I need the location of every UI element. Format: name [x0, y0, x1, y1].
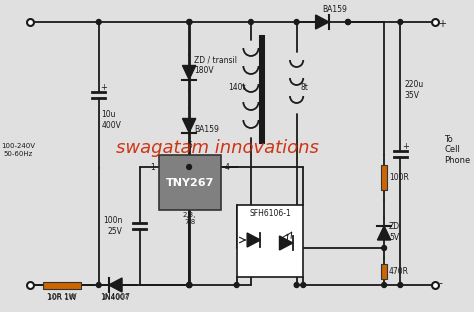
Polygon shape	[109, 278, 122, 292]
Circle shape	[234, 282, 239, 287]
Circle shape	[187, 19, 191, 25]
Circle shape	[294, 19, 299, 25]
Text: +: +	[100, 84, 108, 92]
Text: 470R: 470R	[389, 267, 409, 276]
Text: 220u
35V: 220u 35V	[404, 80, 423, 100]
Text: 100n
25V: 100n 25V	[103, 216, 122, 236]
Polygon shape	[247, 233, 260, 247]
Circle shape	[187, 282, 191, 287]
Text: swagatam innovations: swagatam innovations	[116, 139, 319, 157]
Circle shape	[301, 282, 306, 287]
Text: 1: 1	[150, 163, 155, 172]
Bar	[237, 205, 303, 277]
Circle shape	[248, 19, 253, 25]
Polygon shape	[182, 119, 196, 133]
Circle shape	[96, 19, 101, 25]
Text: ZD / transil
180V: ZD / transil 180V	[194, 55, 237, 75]
Bar	[43, 281, 81, 289]
Text: 1N4007: 1N4007	[100, 293, 130, 302]
Text: 100R: 100R	[389, 173, 409, 183]
Text: 4: 4	[224, 163, 229, 172]
Text: 10R 1W: 10R 1W	[47, 293, 77, 302]
Text: 10R 1W: 10R 1W	[48, 294, 75, 300]
Text: 140t: 140t	[228, 84, 246, 92]
Circle shape	[398, 282, 403, 287]
Text: 1N4007: 1N4007	[101, 294, 129, 300]
Bar	[381, 264, 387, 279]
Text: 2,3,
7,8: 2,3, 7,8	[183, 212, 196, 225]
Text: 100-240V
50-60Hz: 100-240V 50-60Hz	[1, 144, 35, 157]
Text: 10u
400V: 10u 400V	[101, 110, 121, 130]
Polygon shape	[182, 66, 196, 80]
Circle shape	[187, 164, 191, 169]
Circle shape	[187, 282, 192, 287]
Text: BA159: BA159	[322, 5, 347, 14]
Circle shape	[382, 282, 386, 287]
Circle shape	[96, 282, 101, 287]
Text: 5: 5	[187, 141, 192, 150]
Text: -: -	[438, 278, 442, 288]
Polygon shape	[280, 236, 293, 250]
Text: ZD
5V: ZD 5V	[389, 222, 400, 242]
Polygon shape	[377, 226, 391, 240]
Circle shape	[187, 19, 192, 25]
Text: BA159: BA159	[194, 125, 219, 134]
Text: SFH6106-1: SFH6106-1	[249, 208, 291, 217]
Bar	[159, 155, 220, 210]
Bar	[381, 165, 387, 190]
Circle shape	[346, 19, 350, 25]
Text: 8t: 8t	[301, 84, 308, 92]
Circle shape	[187, 282, 191, 287]
Polygon shape	[316, 15, 329, 29]
Text: TNY267: TNY267	[165, 178, 214, 188]
Text: +: +	[402, 142, 409, 151]
Circle shape	[398, 19, 403, 25]
Circle shape	[294, 282, 299, 287]
Circle shape	[346, 19, 350, 25]
Text: To
Cell
Phone: To Cell Phone	[444, 135, 470, 165]
Circle shape	[382, 246, 386, 251]
Text: +: +	[438, 19, 447, 29]
